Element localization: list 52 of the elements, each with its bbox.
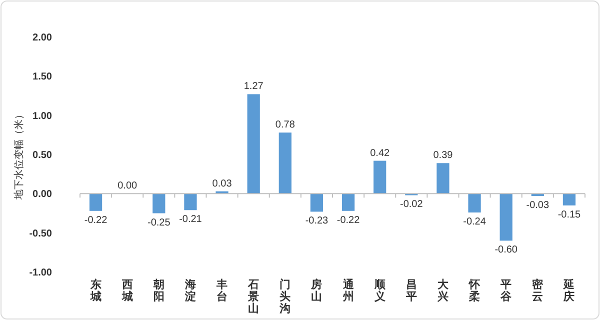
data-label: -0.60 <box>494 244 518 256</box>
data-label: -0.22 <box>84 214 108 226</box>
y-tick-label: 2.00 <box>32 32 52 44</box>
data-label: -0.23 <box>305 216 329 227</box>
bar <box>247 94 260 194</box>
x-tick-label: 西城 <box>120 279 133 303</box>
y-tick-label: 0.50 <box>32 150 52 161</box>
data-label: -0.03 <box>526 200 550 212</box>
data-label: -0.15 <box>558 209 582 220</box>
data-label: 0.39 <box>433 150 454 162</box>
x-tick-label: 延庆 <box>562 278 575 303</box>
bar <box>374 160 386 194</box>
data-label: 1.27 <box>244 81 264 92</box>
y-axis-title: 地下水位变幅（米） <box>13 110 25 200</box>
x-tick-label: 石景山 <box>247 279 260 315</box>
x-tick-label: 通州 <box>342 278 355 303</box>
data-label: 0.03 <box>212 178 232 190</box>
bar <box>89 194 102 211</box>
bar <box>184 194 197 210</box>
bar <box>500 194 512 241</box>
x-tick-label: 丰台 <box>216 278 228 303</box>
x-tick-label: 顺义 <box>373 278 386 303</box>
bar <box>310 194 324 212</box>
y-tick-label: 1.50 <box>32 72 52 83</box>
bar <box>436 163 450 194</box>
y-tick-label: 1.00 <box>32 110 52 122</box>
data-label: -0.25 <box>148 217 171 228</box>
bar <box>342 194 355 211</box>
x-tick-label: 东城 <box>89 278 102 303</box>
x-tick-label: 大兴 <box>436 278 450 303</box>
bar <box>152 194 166 214</box>
data-label: 0.00 <box>118 180 138 192</box>
data-label: -0.22 <box>336 214 360 226</box>
y-tick-label: -0.50 <box>29 228 52 240</box>
bar <box>278 132 292 194</box>
x-tick-label: 门头沟 <box>278 278 291 315</box>
x-tick-label: 昌平 <box>404 279 417 303</box>
x-tick-label: 平谷 <box>500 279 513 303</box>
bar <box>562 194 576 206</box>
y-tick-label: -1.00 <box>29 268 52 278</box>
x-tick-label: 怀柔 <box>468 278 482 303</box>
data-label: -0.21 <box>179 214 202 226</box>
x-tick-label: 海淀 <box>184 278 196 303</box>
data-label: -0.02 <box>400 199 424 210</box>
y-tick-label: 0.00 <box>32 189 52 200</box>
bar <box>468 194 481 212</box>
x-tick-label: 房山 <box>310 278 322 303</box>
x-tick-label: 朝阳 <box>152 278 164 303</box>
data-label: 0.42 <box>370 148 390 159</box>
x-tick-label: 密云 <box>532 278 544 303</box>
data-label: 0.78 <box>275 120 296 131</box>
data-label: -0.24 <box>463 216 486 228</box>
